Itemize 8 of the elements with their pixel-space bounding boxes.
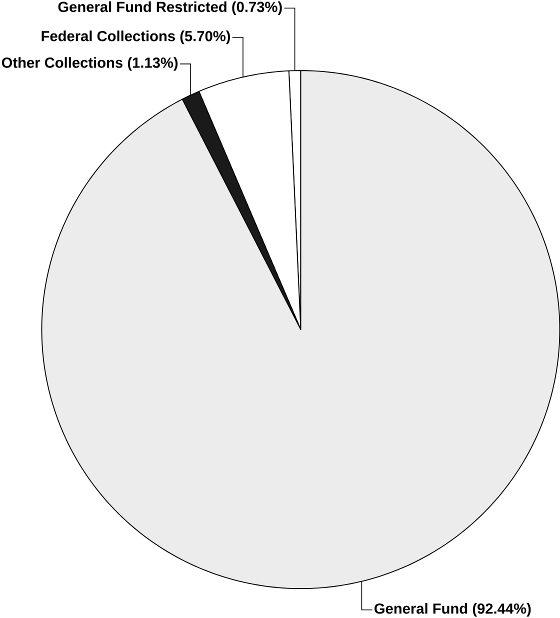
slice-label: Other Collections: [2, 57, 122, 68]
slice-label: Federal Collections: [42, 30, 175, 42]
slice-label: General Fund: [374, 603, 468, 614]
data-label: (92.44%): [472, 603, 531, 617]
data-label: (5.70%): [180, 30, 230, 44]
slice-label: General Fund Restricted: [58, 1, 226, 12]
data-label: (0.73%): [232, 1, 282, 15]
data-label: (1.13%): [128, 57, 178, 71]
